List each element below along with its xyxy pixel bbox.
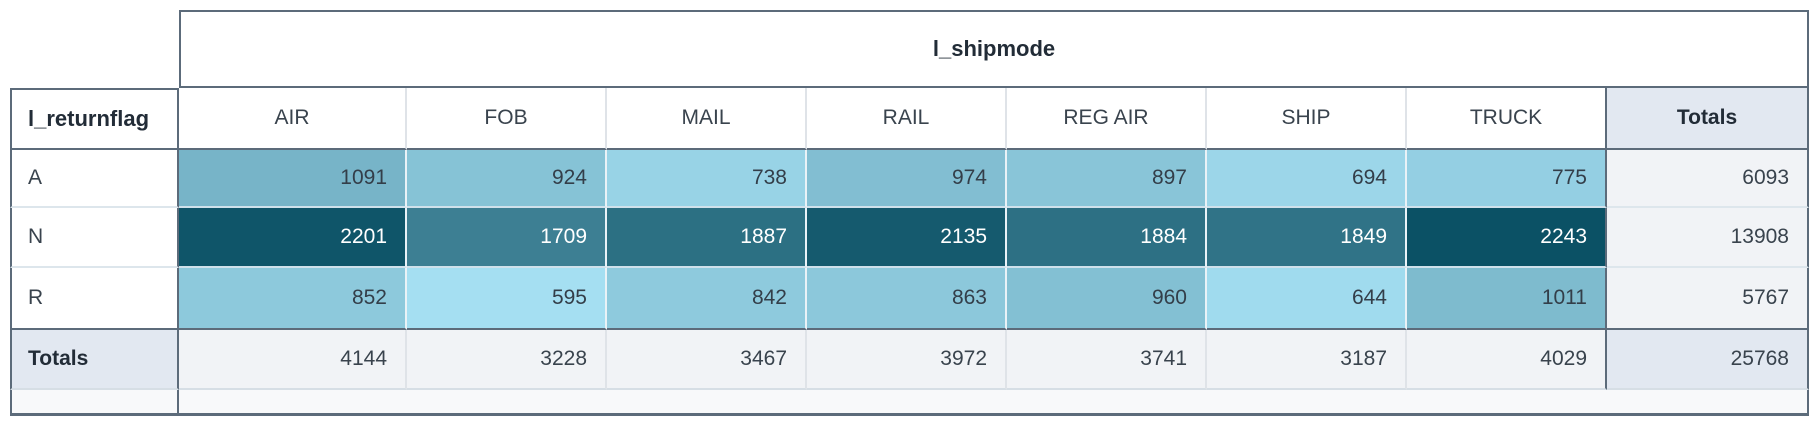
heatmap-cell[interactable]: 842	[607, 268, 807, 330]
row-label-r[interactable]: R	[10, 268, 179, 330]
heatmap-cell[interactable]: 852	[179, 268, 407, 330]
heatmap-cell[interactable]: 644	[1207, 268, 1407, 330]
heatmap-cell[interactable]: 863	[807, 268, 1007, 330]
column-total-cell[interactable]: 3467	[607, 330, 807, 390]
column-header-rail[interactable]: RAIL	[807, 88, 1007, 150]
grand-total-cell[interactable]: 25768	[1607, 330, 1809, 390]
pivot-table: l_shipmode l_returnflag AIR FOB MAIL RAI…	[10, 10, 1809, 416]
column-header-row: l_returnflag AIR FOB MAIL RAIL REG AIR S…	[10, 88, 1809, 150]
footer-spacer-left	[10, 390, 179, 416]
heatmap-cell[interactable]: 974	[807, 150, 1007, 208]
table-row-r: R 852 595 842 863 960 644 1011 5767	[10, 268, 1809, 330]
table-row-n: N 2201 1709 1887 2135 1884 1849 2243 139…	[10, 208, 1809, 268]
heatmap-cell[interactable]: 1709	[407, 208, 607, 268]
column-header-air[interactable]: AIR	[179, 88, 407, 150]
column-total-cell[interactable]: 3187	[1207, 330, 1407, 390]
heatmap-cell[interactable]: 694	[1207, 150, 1407, 208]
footer-spacer-right	[179, 390, 1809, 416]
heatmap-cell[interactable]: 924	[407, 150, 607, 208]
row-total-cell[interactable]: 13908	[1607, 208, 1809, 268]
column-header-ship[interactable]: SHIP	[1207, 88, 1407, 150]
heatmap-cell[interactable]: 1011	[1407, 268, 1607, 330]
column-header-mail[interactable]: MAIL	[607, 88, 807, 150]
heatmap-cell[interactable]: 1091	[179, 150, 407, 208]
column-total-cell[interactable]: 3972	[807, 330, 1007, 390]
heatmap-cell[interactable]: 738	[607, 150, 807, 208]
totals-row-label[interactable]: Totals	[10, 330, 179, 390]
heatmap-cell[interactable]: 1849	[1207, 208, 1407, 268]
heatmap-cell[interactable]: 1884	[1007, 208, 1207, 268]
column-header-truck[interactable]: TRUCK	[1407, 88, 1607, 150]
row-label-a[interactable]: A	[10, 150, 179, 208]
table-row-a: A 1091 924 738 974 897 694 775 6093	[10, 150, 1809, 208]
row-dimension-header[interactable]: l_returnflag	[10, 88, 179, 150]
column-total-cell[interactable]: 3741	[1007, 330, 1207, 390]
row-label-n[interactable]: N	[10, 208, 179, 268]
heatmap-cell[interactable]: 2201	[179, 208, 407, 268]
corner-spacer	[10, 10, 179, 88]
column-header-fob[interactable]: FOB	[407, 88, 607, 150]
column-total-cell[interactable]: 4029	[1407, 330, 1607, 390]
heatmap-cell[interactable]: 775	[1407, 150, 1607, 208]
row-total-cell[interactable]: 5767	[1607, 268, 1809, 330]
footer-spacer-row	[10, 390, 1809, 416]
heatmap-cell[interactable]: 2135	[807, 208, 1007, 268]
pivot-table-widget: l_shipmode l_returnflag AIR FOB MAIL RAI…	[10, 10, 1809, 416]
heatmap-cell[interactable]: 595	[407, 268, 607, 330]
heatmap-cell[interactable]: 897	[1007, 150, 1207, 208]
totals-row: Totals 4144 3228 3467 3972 3741 3187 402…	[10, 330, 1809, 390]
heatmap-cell[interactable]: 960	[1007, 268, 1207, 330]
row-total-cell[interactable]: 6093	[1607, 150, 1809, 208]
row-totals-header[interactable]: Totals	[1607, 88, 1809, 150]
heatmap-cell[interactable]: 2243	[1407, 208, 1607, 268]
column-dimension-header: l_shipmode	[179, 10, 1809, 88]
column-total-cell[interactable]: 4144	[179, 330, 407, 390]
column-dimension-row: l_shipmode	[10, 10, 1809, 88]
column-header-reg-air[interactable]: REG AIR	[1007, 88, 1207, 150]
heatmap-cell[interactable]: 1887	[607, 208, 807, 268]
column-total-cell[interactable]: 3228	[407, 330, 607, 390]
